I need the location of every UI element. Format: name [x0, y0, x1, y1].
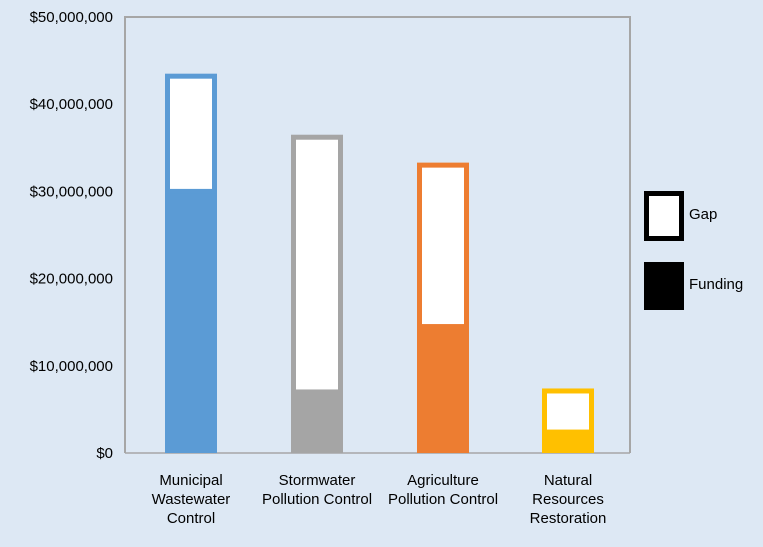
legend-label: Gap: [689, 206, 717, 223]
bar-funding: [165, 191, 217, 453]
y-tick-label: $40,000,000: [30, 96, 113, 113]
legend-item: Gap: [644, 191, 717, 241]
x-category-label: Natural Resources Restoration: [530, 472, 607, 527]
bar-group: [165, 73, 217, 453]
y-tick-label: $50,000,000: [30, 9, 113, 26]
legend-label: Funding: [689, 276, 743, 293]
y-tick-label: $0: [96, 445, 113, 462]
bar-gap: [542, 388, 594, 435]
legend-swatch-funding: [644, 262, 684, 310]
bar-gap: [165, 73, 217, 194]
plot-frame: [124, 16, 631, 453]
bar-gap: [417, 162, 469, 330]
bar-group: [417, 162, 469, 453]
y-tick-label: $20,000,000: [30, 271, 113, 288]
bar-group: [291, 134, 343, 453]
x-category-label: Agriculture Pollution Control: [388, 472, 498, 508]
x-category-label: Stormwater Pollution Control: [262, 472, 372, 508]
y-tick-label: $10,000,000: [30, 358, 113, 375]
bar-gap: [291, 134, 343, 395]
y-tick-label: $30,000,000: [30, 183, 113, 200]
x-category-label: Municipal Wastewater Control: [152, 472, 231, 527]
bar-funding: [291, 391, 343, 453]
legend-swatch-gap: [644, 191, 684, 241]
legend-item: Funding: [644, 262, 743, 310]
bar-funding: [542, 432, 594, 453]
bar-funding: [417, 326, 469, 453]
bar-group: [542, 388, 594, 453]
